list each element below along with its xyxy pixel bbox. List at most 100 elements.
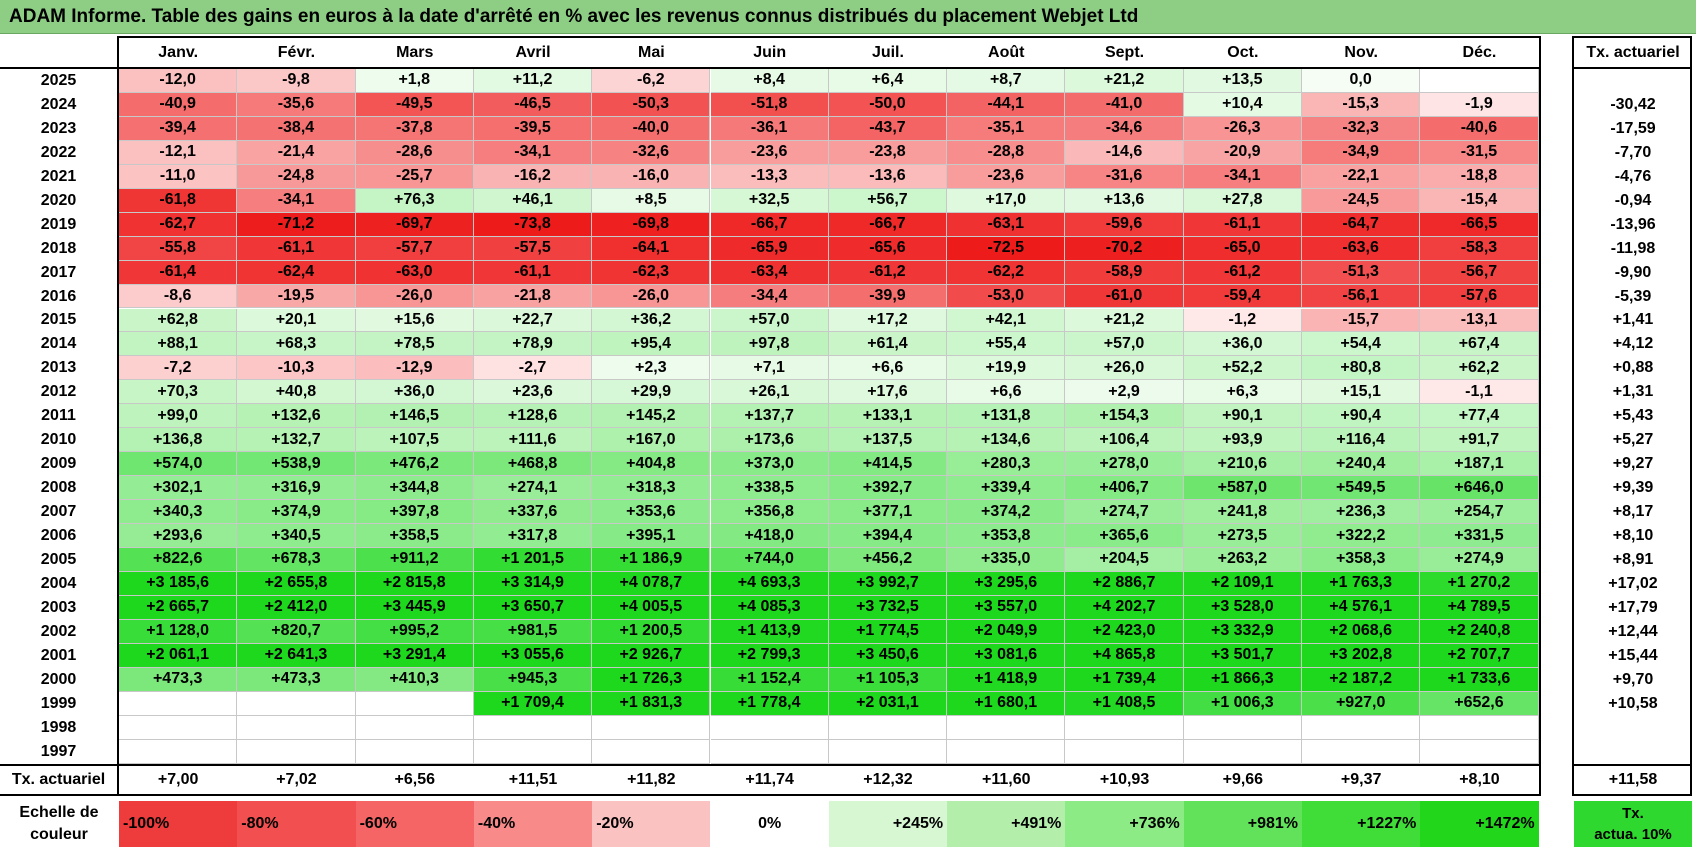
- table-cell: -66,7: [828, 212, 948, 237]
- table-cell: -57,7: [355, 236, 474, 261]
- table-cell: [828, 715, 948, 740]
- table-cell: -9,8: [237, 69, 356, 93]
- table-cell: -10,3: [237, 356, 356, 381]
- table-cell: [237, 715, 356, 740]
- table-cell: +67,4: [1420, 332, 1539, 357]
- table-cell: -39,5: [473, 116, 593, 141]
- table-cell: +3 445,9: [355, 595, 474, 620]
- table-cell: +2 061,1: [119, 643, 238, 668]
- table-cell: +1 774,5: [828, 619, 948, 644]
- table-cell: +210,6: [1183, 452, 1302, 477]
- legend-swatch: -40%: [473, 801, 593, 847]
- table-cell: +3 332,9: [1183, 619, 1302, 644]
- table-cell: +338,5: [710, 476, 829, 501]
- table-cell: -62,2: [947, 260, 1066, 285]
- table-cell: [710, 715, 829, 740]
- year-label: 2016: [40, 287, 77, 305]
- table-cell: -1,1: [1420, 380, 1539, 405]
- table-cell: -20,9: [1183, 140, 1302, 165]
- year-label: 2023: [40, 119, 77, 137]
- table-cell: -40,9: [119, 92, 238, 117]
- table-cell: -65,6: [828, 236, 948, 261]
- year-label: 2005: [40, 550, 77, 568]
- table-cell: +2 049,9: [947, 619, 1066, 644]
- table-cell: +2 031,1: [828, 691, 948, 716]
- year-label: 2009: [40, 455, 77, 473]
- table-cell: +340,3: [119, 500, 238, 525]
- table-cell: +99,0: [119, 404, 238, 429]
- table-cell: +15,6: [355, 308, 474, 333]
- table-cell: [947, 715, 1066, 740]
- table-cell: +241,8: [1183, 500, 1302, 525]
- legend-swatch: -20%: [592, 801, 711, 847]
- year-label: 1997: [40, 742, 77, 760]
- table-cell: -51,8: [710, 92, 829, 117]
- table-cell: -53,0: [947, 284, 1066, 309]
- actuarial-value: +0,88: [1612, 359, 1654, 377]
- table-cell: +822,6: [119, 548, 238, 572]
- table-cell: +945,3: [473, 667, 593, 692]
- year-label: 2017: [40, 263, 77, 281]
- table-cell: +468,8: [473, 452, 593, 477]
- table-cell: +340,5: [237, 524, 356, 548]
- table-cell: +36,0: [1183, 332, 1302, 357]
- summary-value: +7,00: [157, 770, 199, 788]
- table-cell: [710, 739, 829, 764]
- table-cell: -15,7: [1302, 308, 1421, 333]
- table-cell: [119, 715, 238, 740]
- table-cell: +331,5: [1420, 524, 1539, 548]
- table-cell: +3 081,6: [947, 643, 1066, 668]
- month-header: Juil.: [871, 44, 904, 61]
- table-cell: +132,7: [237, 428, 356, 453]
- table-cell: +473,3: [237, 667, 356, 692]
- actuarial-value: +8,91: [1612, 550, 1654, 568]
- table-cell: [1302, 715, 1421, 740]
- year-label: 2019: [40, 215, 77, 233]
- year-label: 2008: [40, 479, 77, 497]
- year-label: 2021: [40, 167, 77, 185]
- table-cell: +3 185,6: [119, 571, 238, 596]
- table-cell: -44,1: [947, 92, 1066, 117]
- table-cell: [119, 739, 238, 764]
- actuarial-value: +9,39: [1612, 479, 1654, 497]
- table-cell: -73,8: [473, 212, 593, 237]
- table-cell: +26,1: [710, 380, 829, 405]
- legend-swatch: +981%: [1183, 801, 1302, 847]
- year-label: 2024: [40, 95, 77, 113]
- table-cell: +55,4: [947, 332, 1066, 357]
- table-cell: -34,1: [237, 188, 356, 213]
- table-cell: +40,8: [237, 380, 356, 405]
- month-header: Mars: [396, 44, 434, 61]
- table-cell: +36,2: [592, 308, 711, 333]
- table-cell: +57,0: [710, 308, 829, 333]
- year-label: 2022: [40, 143, 77, 161]
- table-cell: +374,9: [237, 500, 356, 525]
- table-cell: -65,0: [1183, 236, 1302, 261]
- table-cell: +1 006,3: [1183, 691, 1302, 716]
- table-cell: +61,4: [828, 332, 948, 357]
- table-cell: -56,7: [1420, 260, 1539, 285]
- table-cell: -18,8: [1420, 164, 1539, 189]
- table-cell: +1 128,0: [119, 619, 238, 644]
- year-label: 2014: [40, 335, 77, 353]
- table-cell: [1420, 739, 1539, 764]
- year-label: 2010: [40, 431, 77, 449]
- table-cell: +4 202,7: [1065, 595, 1184, 620]
- table-cell: +981,5: [473, 619, 593, 644]
- table-cell: +356,8: [710, 500, 829, 525]
- table-cell: +88,1: [119, 332, 238, 357]
- table-cell: +318,3: [592, 476, 711, 501]
- table-cell: -64,1: [592, 236, 711, 261]
- table-cell: +77,4: [1420, 404, 1539, 429]
- table-cell: +204,5: [1065, 548, 1184, 572]
- year-label: 2001: [40, 646, 77, 664]
- table-cell: +911,2: [355, 548, 474, 572]
- table-cell: -1,2: [1183, 308, 1302, 333]
- table-cell: [119, 691, 238, 716]
- table-cell: -49,5: [355, 92, 474, 117]
- table-cell: +339,4: [947, 476, 1066, 501]
- table-cell: +107,5: [355, 428, 474, 453]
- table-cell: +21,2: [1065, 308, 1184, 333]
- table-cell: +111,6: [473, 428, 593, 453]
- table-cell: [1420, 715, 1539, 740]
